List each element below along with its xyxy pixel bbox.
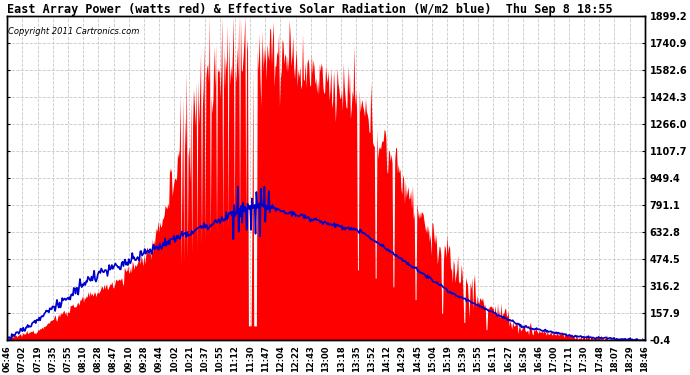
Text: East Array Power (watts red) & Effective Solar Radiation (W/m2 blue)  Thu Sep 8 : East Array Power (watts red) & Effective… [8,3,613,16]
Text: Copyright 2011 Cartronics.com: Copyright 2011 Cartronics.com [8,27,139,36]
